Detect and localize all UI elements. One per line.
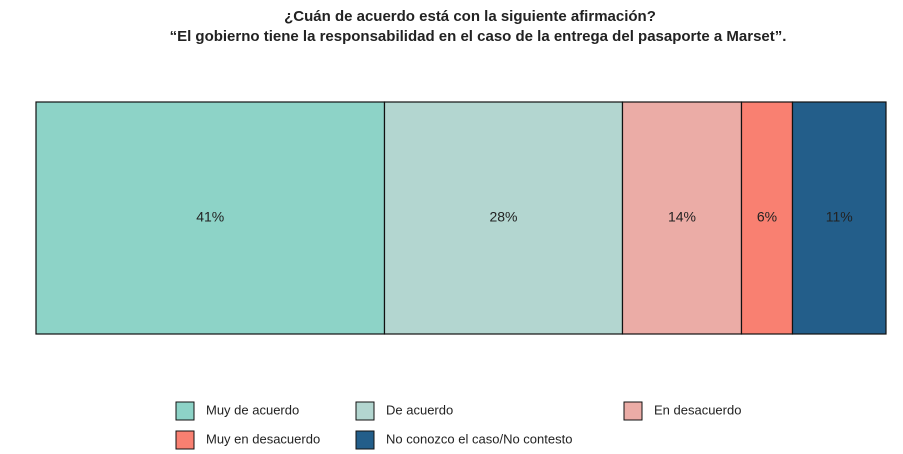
bar-segment <box>621 101 743 335</box>
legend-swatch <box>623 401 643 421</box>
value-label: 11% <box>826 209 853 225</box>
bar-segment <box>791 101 887 335</box>
legend-label: Muy en desacuerdo <box>206 431 320 446</box>
legend-label: En desacuerdo <box>654 402 741 417</box>
legend-label: De acuerdo <box>386 402 453 417</box>
legend-label: Muy de acuerdo <box>206 402 299 417</box>
chart-title: ¿Cuán de acuerdo está con la siguiente a… <box>284 8 656 25</box>
value-label: 28% <box>489 209 517 225</box>
value-label: 41% <box>196 209 224 225</box>
bar-segment <box>383 101 624 335</box>
bar-segment <box>35 101 386 335</box>
legend-swatch <box>175 430 195 450</box>
value-label: 14% <box>668 209 696 225</box>
value-label: 6% <box>757 209 777 225</box>
legend-swatch <box>355 401 375 421</box>
bar-segment <box>740 101 794 335</box>
legend-swatch <box>175 401 195 421</box>
legend-swatch <box>355 430 375 450</box>
legend-label: No conozco el caso/No contesto <box>386 431 572 446</box>
chart-subtitle: “El gobierno tiene la responsabilidad en… <box>170 28 787 45</box>
